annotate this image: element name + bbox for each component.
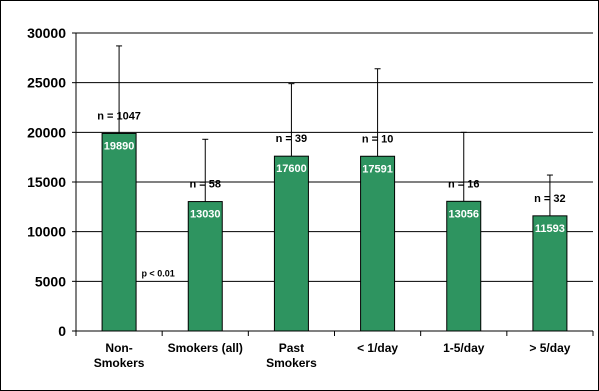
y-tick-label: 25000 — [27, 75, 66, 91]
axes — [72, 32, 594, 336]
sample-size-label: n = 10 — [362, 133, 394, 145]
bar-value-label: 11593 — [535, 223, 565, 235]
sample-size-label: n = 1047 — [97, 110, 141, 122]
y-tick-label: 0 — [58, 323, 66, 339]
x-category-label: Smokers — [94, 356, 145, 370]
bar — [187, 201, 223, 332]
x-category-label: Smokers — [266, 356, 317, 370]
x-category-label: Smokers (all) — [168, 341, 243, 355]
bar — [360, 155, 396, 332]
bar — [101, 132, 137, 332]
y-tick-label: 15000 — [27, 174, 66, 190]
x-category-label: < 1/day — [357, 341, 398, 355]
grid-lines — [76, 32, 593, 282]
bar-value-label: 13056 — [448, 208, 479, 220]
bars — [101, 45, 568, 332]
y-tick-label: 5000 — [35, 273, 66, 289]
bar — [446, 200, 482, 332]
bar-value-label: 17591 — [362, 163, 393, 175]
bar-value-label: 13030 — [190, 209, 221, 221]
y-tick-label: 20000 — [27, 124, 66, 140]
bar — [273, 155, 309, 332]
sample-size-label: n = 32 — [534, 193, 566, 205]
sample-size-label: n = 16 — [448, 178, 480, 190]
p-value-annotation: p < 0.01 — [141, 268, 174, 278]
sample-size-label: n = 39 — [276, 133, 308, 145]
x-category-label: 1-5/day — [443, 341, 485, 355]
y-tick-label: 30000 — [27, 25, 66, 41]
sample-size-label: n = 58 — [190, 179, 222, 191]
labels: 0 5000 10000 15000 20000 25000 30000 19890 n = 1… — [27, 25, 571, 370]
y-tick-label: 10000 — [27, 224, 66, 240]
x-category-label: Past — [279, 341, 304, 355]
bar-value-label: 19890 — [104, 140, 135, 152]
x-category-label: Non- — [105, 341, 132, 355]
x-category-label: > 5/day — [529, 341, 570, 355]
bar-value-label: 17600 — [276, 163, 307, 175]
